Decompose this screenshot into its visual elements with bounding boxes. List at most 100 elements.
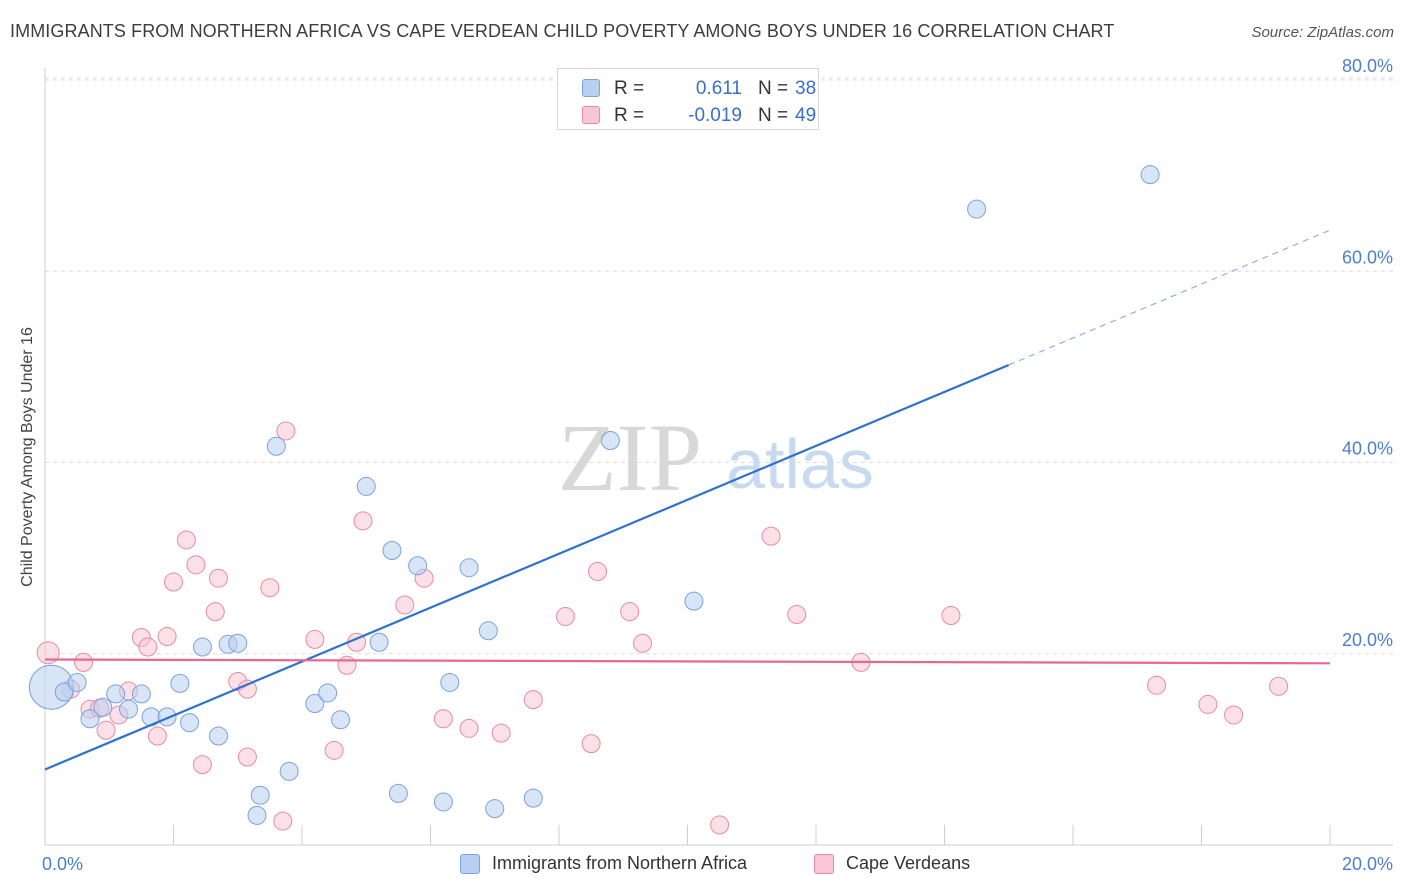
trend-line-northern-africa [44,363,1010,771]
data-point-cape-verdeans [1198,694,1218,714]
data-point-northern-africa [157,707,177,727]
n-label: N = [758,78,789,99]
y-tick-label: 80.0% [1342,56,1393,76]
tick-labels: 20.0% 40.0% 60.0% 80.0% 0.0% 20.0% [42,56,1393,874]
legend-swatch-blue [460,854,480,874]
data-point-cape-verdeans [74,652,94,672]
trend-line-cape-verdeans [44,658,1331,665]
data-point-northern-africa [106,684,126,704]
data-point-cape-verdeans [588,562,608,582]
data-point-northern-africa [485,799,505,819]
data-point-northern-africa [369,632,389,652]
data-point-cape-verdeans [157,627,177,647]
legend-swatch-pink [814,854,834,874]
data-point-northern-africa [478,621,498,641]
data-point-cape-verdeans [337,655,357,675]
y-tick-label: 20.0% [1342,630,1393,650]
data-point-cape-verdeans [941,606,961,625]
data-point-northern-africa [208,726,228,746]
data-point-cape-verdeans [36,641,60,665]
data-point-northern-africa [180,713,200,733]
data-point-cape-verdeans [710,815,730,835]
data-point-cape-verdeans [138,637,158,657]
y-tick-label: 60.0% [1342,247,1393,267]
data-point-cape-verdeans [192,755,212,775]
data-point-northern-africa [54,682,74,702]
r-label: R = [614,105,645,126]
r-value: 0.611 [695,78,742,99]
source-label: Source: ZipAtlas.com [1251,24,1394,41]
n-value: 49 [795,105,817,126]
grid-lines [45,77,1393,655]
data-point-northern-africa [266,436,286,456]
data-point-cape-verdeans [96,720,116,740]
data-point-cape-verdeans [555,606,575,626]
data-point-northern-africa [331,710,351,730]
data-point-cape-verdeans [1224,705,1244,725]
data-point-northern-africa [684,591,704,611]
data-point-northern-africa [967,199,987,219]
data-point-cape-verdeans [147,726,167,746]
series-cape-verdeans-points [36,421,1289,835]
data-point-northern-africa [318,683,338,703]
data-point-northern-africa [93,697,113,717]
watermark-atlas: atlas [726,425,874,503]
data-point-cape-verdeans [208,568,228,588]
data-point-cape-verdeans [459,718,479,738]
data-point-northern-africa [67,672,87,692]
data-point-northern-africa [305,693,325,713]
data-point-northern-africa [192,637,212,657]
legend-label: Immigrants from Northern Africa [492,853,748,873]
data-point-cape-verdeans [305,629,325,649]
legend-swatch-blue [582,79,600,97]
data-point-cape-verdeans [633,633,653,653]
data-point-cape-verdeans [186,555,206,575]
data-point-cape-verdeans [1147,675,1167,695]
data-point-northern-africa [170,673,190,693]
r-label: R = [614,78,645,99]
data-point-northern-africa [279,761,299,781]
data-point-northern-africa [440,672,460,692]
data-point-northern-africa [247,805,267,825]
watermark: ZIP atlas [558,404,874,511]
data-point-northern-africa [250,785,270,805]
data-point-cape-verdeans [176,530,196,550]
data-point-northern-africa [600,431,620,451]
data-point-cape-verdeans [395,595,415,615]
series-northern-africa-points [28,165,1160,825]
trend-lines [44,229,1331,771]
r-value: -0.019 [688,105,742,126]
data-point-cape-verdeans [523,690,543,710]
axes [44,68,1393,846]
y-tick-label: 40.0% [1342,439,1393,459]
data-point-northern-africa [433,792,453,812]
data-point-northern-africa [388,783,408,803]
n-value: 38 [795,78,817,99]
data-point-cape-verdeans [164,572,183,592]
data-point-northern-africa [119,699,139,719]
data-point-cape-verdeans [433,709,453,729]
data-point-northern-africa [1140,165,1160,185]
trend-line-extension [1008,229,1331,366]
data-point-cape-verdeans [581,734,601,754]
watermark-zip: ZIP [558,404,702,511]
data-point-cape-verdeans [237,747,257,767]
x-tick-label: 20.0% [1342,854,1393,874]
data-point-cape-verdeans [620,602,640,622]
data-point-cape-verdeans [1269,676,1289,696]
data-point-northern-africa [356,476,376,496]
data-point-cape-verdeans [273,811,293,831]
data-point-northern-africa [131,684,151,704]
data-point-cape-verdeans [491,723,511,743]
data-point-northern-africa [459,558,479,578]
chart-title: IMMIGRANTS FROM NORTHERN AFRICA VS CAPE … [10,21,1115,41]
data-point-northern-africa [80,709,100,729]
legend-swatch-pink [582,106,600,124]
data-point-cape-verdeans [324,740,344,760]
data-point-northern-africa [228,633,248,653]
data-point-cape-verdeans [787,605,807,625]
data-point-cape-verdeans [260,578,280,598]
legend-label: Cape Verdeans [846,853,971,873]
x-tick-label: 0.0% [42,854,83,874]
